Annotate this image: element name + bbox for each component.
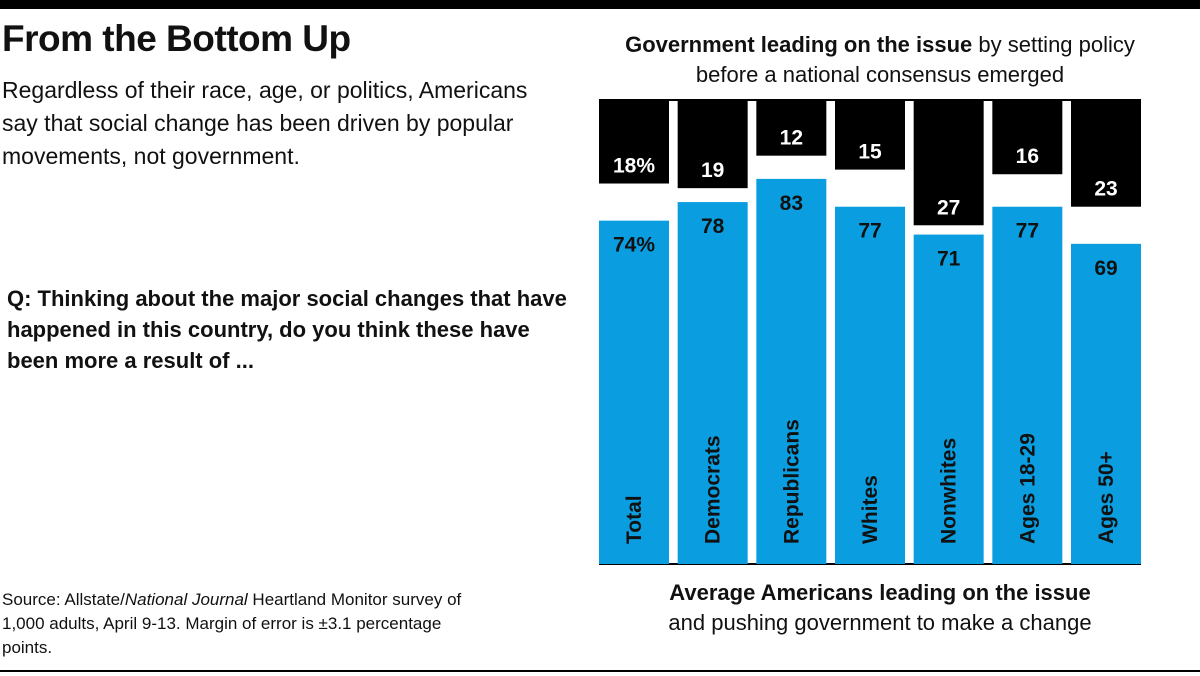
- category-label: Total: [623, 495, 646, 544]
- category-label: Ages 50+: [1095, 451, 1118, 544]
- government-bar: [677, 100, 748, 189]
- government-bar: [599, 100, 669, 184]
- page-subtitle: Regardless of their race, age, or politi…: [2, 77, 528, 169]
- government-value-label: 16: [1016, 145, 1039, 168]
- government-value-label: 18%: [613, 155, 655, 178]
- government-value-label: 23: [1094, 178, 1117, 201]
- government-value-label: 27: [937, 196, 960, 219]
- government-legend-label: Government leading on the issue by setti…: [600, 30, 1160, 90]
- americans-bar: [677, 202, 748, 564]
- americans-value-label: 71: [937, 248, 961, 271]
- government-bar: [992, 100, 1063, 175]
- americans-value-label: 78: [701, 215, 725, 238]
- government-bar: [913, 100, 984, 226]
- bottom-rule: [0, 670, 1200, 672]
- government-legend-bold: Government leading on the issue: [625, 32, 973, 57]
- americans-value-label: 74%: [613, 234, 655, 257]
- americans-bar: [992, 206, 1063, 564]
- government-value-label: 19: [701, 159, 724, 182]
- category-label: Whites: [859, 475, 882, 544]
- category-label: Ages 18-29: [1016, 433, 1039, 544]
- americans-legend-bold: Average Americans leading on the issue: [669, 580, 1091, 605]
- americans-bar: [756, 178, 827, 564]
- americans-legend-label: Average Americans leading on the issue an…: [600, 578, 1160, 638]
- americans-bar: [913, 234, 984, 564]
- survey-question: Q: Thinking about the major social chang…: [7, 286, 567, 373]
- americans-bar: [1071, 243, 1141, 564]
- americans-value-label: 77: [1016, 220, 1039, 243]
- government-bar: [1071, 100, 1141, 207]
- government-value-label: 15: [858, 141, 882, 164]
- source-suffix: Heartland Monitor survey of 1,000 adults…: [2, 590, 462, 657]
- government-value-label: 12: [780, 127, 803, 150]
- source-prefix: Source: Allstate/: [2, 590, 125, 609]
- top-rule: [0, 0, 1200, 9]
- page-title: From the Bottom Up: [2, 18, 351, 59]
- americans-legend-rest: and pushing government to make a change: [668, 610, 1092, 635]
- americans-bar: [599, 220, 669, 564]
- americans-bar: [835, 206, 905, 564]
- americans-value-label: 83: [780, 192, 803, 215]
- government-bar: [835, 100, 905, 170]
- americans-value-label: 77: [858, 220, 881, 243]
- government-bar: [756, 100, 827, 156]
- category-label: Republicans: [780, 419, 803, 544]
- source-publication: National Journal: [124, 590, 248, 609]
- government-legend-rest: by setting policy before a national cons…: [695, 32, 1135, 87]
- category-label: Democrats: [702, 435, 725, 544]
- source-note: Source: Allstate/National Journal Heartl…: [2, 588, 482, 660]
- category-label: Nonwhites: [938, 438, 961, 544]
- americans-value-label: 69: [1094, 257, 1117, 280]
